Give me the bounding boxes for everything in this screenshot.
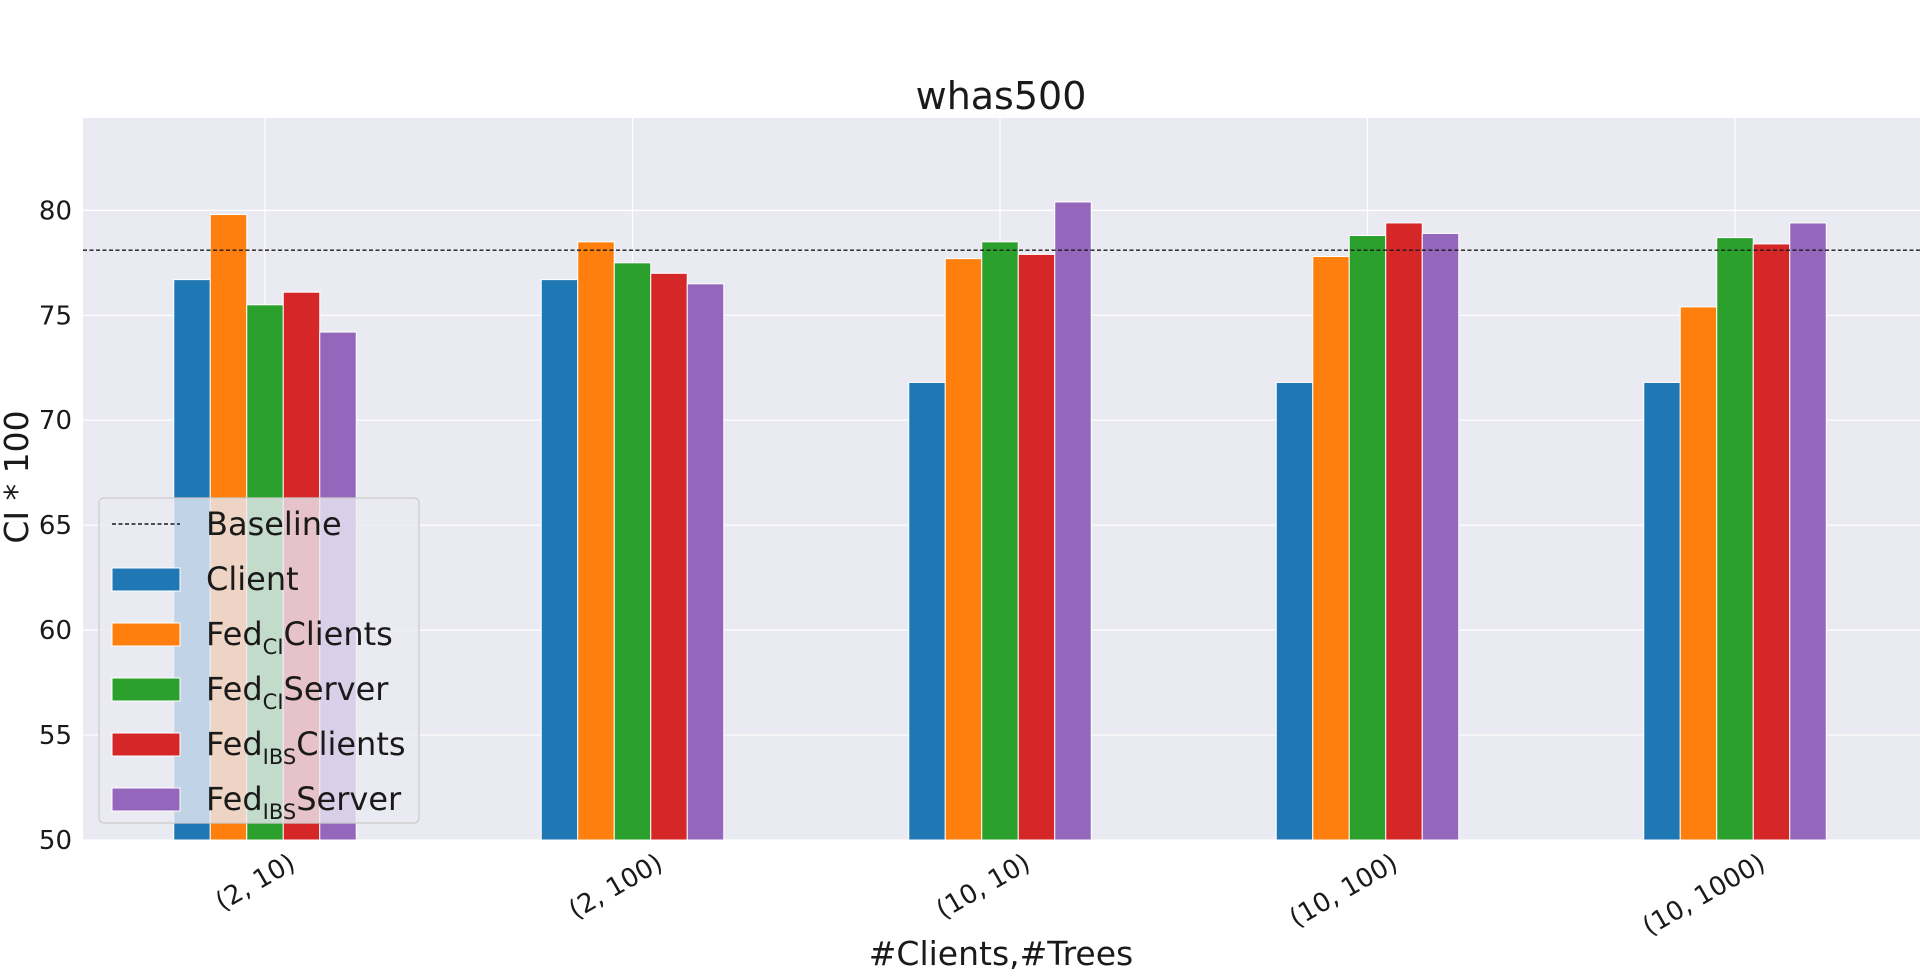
x-tick-label: (2, 100) (564, 848, 668, 925)
legend: Baseline Client FedCIClients FedCIServer Fed… (98, 497, 420, 824)
x-tick-label: (10, 10) (931, 848, 1035, 925)
y-tick-label: 50 (39, 826, 72, 856)
bar (1789, 222, 1827, 841)
bar (1054, 201, 1092, 841)
y-tick-label: 60 (39, 616, 72, 646)
bar (1421, 232, 1460, 841)
legend-swatch (111, 787, 181, 812)
legend-label: FedCIClients (206, 615, 393, 659)
y-tick-label: 70 (39, 406, 72, 436)
legend-swatch (111, 732, 181, 757)
x-tick-label: (2, 10) (211, 848, 301, 917)
bar (1643, 381, 1681, 841)
legend-box (98, 497, 420, 824)
legend-label: Baseline (206, 505, 342, 543)
bar (1275, 381, 1314, 841)
bar (1312, 256, 1350, 841)
y-tick-labels: 50 55 60 65 70 75 80 (39, 196, 72, 856)
bar (1017, 253, 1056, 841)
legend-swatch (111, 567, 181, 592)
y-axis-label: CI * 100 (0, 410, 36, 543)
x-tick-labels: (2, 10) (2, 100) (10, 10) (10, 100) (10, 100… (211, 848, 1771, 942)
bar (1716, 237, 1754, 841)
bar (1752, 243, 1791, 841)
bar (1348, 235, 1387, 841)
legend-items: Baseline Client FedCIClients FedCIServer Fed… (111, 505, 406, 824)
chart-title: whas500 (916, 74, 1087, 118)
y-tick-label: 80 (39, 196, 72, 226)
y-tick-label: 75 (39, 301, 72, 331)
x-tick-label: (10, 1000) (1638, 848, 1771, 942)
y-tick-label: 65 (39, 511, 72, 541)
legend-label: FedIBSServer (206, 780, 402, 824)
bar (613, 262, 652, 841)
bar (540, 279, 579, 841)
bar (1679, 306, 1718, 841)
bar (650, 272, 688, 841)
bar (944, 258, 983, 841)
x-axis-label: #Clients,#Trees (869, 934, 1133, 973)
legend-swatch (111, 622, 181, 647)
bar (686, 283, 725, 841)
bar (981, 241, 1019, 841)
bar (908, 381, 946, 841)
bar (577, 241, 615, 841)
legend-label: FedIBSClients (206, 725, 406, 769)
bar (1385, 222, 1423, 841)
legend-swatch (111, 677, 181, 702)
legend-label: Client (206, 560, 299, 598)
y-tick-label: 55 (39, 721, 72, 751)
legend-label: FedCIServer (206, 670, 389, 714)
x-tick-label: (10, 100) (1284, 848, 1403, 934)
